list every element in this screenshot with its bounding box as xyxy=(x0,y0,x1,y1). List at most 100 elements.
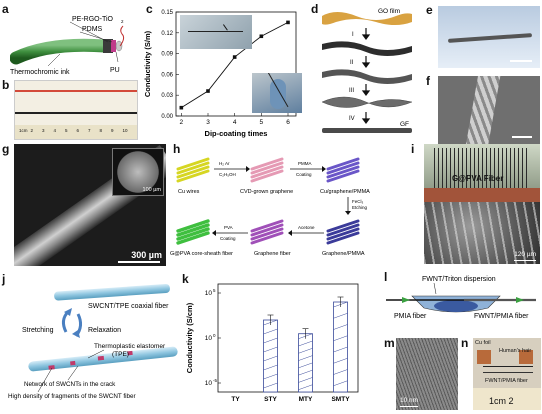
panel-k-bar xyxy=(298,333,313,393)
panel-c-ytick-label: 0.00 xyxy=(161,114,173,120)
panel-h-gf: Graphene fiber xyxy=(254,251,291,257)
panel-h-gpva: G@PVA core-sheath fiber xyxy=(170,251,233,257)
panel-k-letter: k xyxy=(182,272,189,286)
panel-h-arrow3-l1: FeCl₃ xyxy=(352,199,364,204)
panel-k-bar xyxy=(263,319,278,393)
panel-k-ytick-base: 10 xyxy=(205,290,213,297)
panel-k-bar-hatch xyxy=(298,362,313,369)
panel-n-letter: n xyxy=(461,336,469,350)
panel-h-arrow4: Acetone xyxy=(298,225,315,230)
panel-b-ruler-tick: 4 xyxy=(53,128,57,133)
panel-h-arrow2-top: PMMA xyxy=(298,161,312,166)
panel-c-xlabel: Dip-coating times xyxy=(205,129,268,138)
panel-m-letter: m xyxy=(384,336,395,350)
panel-b-ruler: 1cm 2 3 4 5 6 7 8 9 10 xyxy=(19,127,135,137)
panel-d-step-1: I xyxy=(352,32,354,38)
panel-f-photo xyxy=(438,76,540,144)
panel-k-ytick-exp: -5 xyxy=(213,378,217,383)
panel-k-bar-hatch xyxy=(333,346,348,353)
panel-i-fiber-label: G@PVA Fiber xyxy=(452,174,504,183)
panel-d-bottom-label: GF xyxy=(400,121,409,128)
panel-c-ytick-label: 0.15 xyxy=(161,10,173,16)
panel-b-ruler-tick: 3 xyxy=(42,128,45,133)
panel-h-cvd: CVD-grown graphene xyxy=(240,189,293,195)
panel-a-label-pe-sub: 2 xyxy=(121,19,124,24)
panel-h-arrow2-bot: Coating xyxy=(296,172,312,177)
panel-n-cufoil: Cu foil xyxy=(475,340,491,346)
panel-d-step-4: IV xyxy=(349,116,355,122)
panel-j-schematic: SWCNT/TPE coaxial fiber Stretching Relax… xyxy=(8,283,178,400)
panel-b-letter: b xyxy=(2,78,10,92)
panel-b-ruler-tick: 10 xyxy=(122,128,128,133)
panel-g-inset: 100 µm xyxy=(112,148,164,196)
panel-h-letter: h xyxy=(173,142,181,156)
panel-j-fragments: High density of fragments of the SWCNT f… xyxy=(8,393,136,400)
panel-k-bar-hatch xyxy=(263,346,278,353)
panel-c-ytick-label: 0.03 xyxy=(161,93,173,99)
panel-h-cgp: Cu/graphene/PMMA xyxy=(320,189,370,195)
panel-c-point xyxy=(259,34,264,39)
panel-b-ruler-tick: 7 xyxy=(88,128,91,133)
panel-c-ylabel: Conductivity (S/m) xyxy=(143,30,152,97)
panel-e-photo xyxy=(438,6,540,68)
panel-k-ytick-exp: 0 xyxy=(213,333,216,338)
panel-k-bar-hatch xyxy=(333,369,348,375)
panel-g-letter: g xyxy=(2,142,10,156)
panel-j-letter: j xyxy=(2,272,6,286)
panel-c-point xyxy=(206,89,210,93)
panel-j-stretching: Stretching xyxy=(22,327,54,334)
panel-a-letter: a xyxy=(2,2,9,16)
panel-k-bar-hatch xyxy=(333,358,348,364)
panel-j-tpe2: (TPE) xyxy=(112,351,129,358)
panel-b-photo: 1cm 2 3 4 5 6 7 8 9 10 xyxy=(14,80,138,140)
panel-n-hair: Human's hair xyxy=(499,348,532,354)
panel-k-bar-hatch xyxy=(298,355,313,361)
panel-a-label-ink: Thermochromic ink xyxy=(10,69,70,76)
panel-h-schematic: Cu wires CVD-grown graphene Cu/graphene/… xyxy=(170,157,370,257)
panel-i-scale: 120 µm xyxy=(514,251,536,258)
panel-h-arrow5-top: PVA xyxy=(224,225,233,230)
panel-l-dispersion: FWNT/Triton dispersion xyxy=(422,276,496,283)
panel-c-ytick-label: 0.06 xyxy=(161,72,173,78)
panel-g-inset-scale: 100 µm xyxy=(142,187,161,193)
panel-b-ruler-tick: 2 xyxy=(30,128,34,133)
panel-i-sem: 120 µm xyxy=(424,202,540,264)
panel-k-bar-hatch xyxy=(263,328,278,335)
panel-k-category-label: STY xyxy=(264,396,277,403)
panel-l-fwnt-pmia: FWNT/PMIA fiber xyxy=(474,313,529,320)
panel-n-photo: Cu foil Human's hair FWNT/PMIA fiber 1cm… xyxy=(473,338,541,410)
panel-k-category-label: TY xyxy=(231,396,240,403)
panel-k-bar-hatch xyxy=(333,324,348,330)
panel-l-letter: l xyxy=(384,270,388,284)
panel-d-letter: d xyxy=(311,2,319,16)
panel-k-bar-hatch xyxy=(263,364,278,371)
panel-f-letter: f xyxy=(426,74,430,88)
panel-d-step-2: II xyxy=(350,60,354,66)
panel-c-xtick-label: 2 xyxy=(180,119,184,126)
panel-k-bar-hatch xyxy=(333,335,348,341)
panel-c-letter: c xyxy=(146,2,153,16)
panel-c-point xyxy=(286,20,290,25)
panel-k-bar-hatch xyxy=(298,377,313,383)
panel-d-top-label: GO film xyxy=(378,8,400,15)
panel-k-ytick-exp: 5 xyxy=(213,288,216,293)
panel-b-ruler-tick: 1cm xyxy=(19,128,28,133)
panel-k-bar-hatch xyxy=(298,384,313,390)
panel-c-ytick-label: 0.09 xyxy=(161,52,173,58)
panel-j-tpe1: Thermoplastic elastomer xyxy=(94,343,166,350)
panel-b-ruler-tick: 5 xyxy=(65,128,68,133)
panel-k-bar-hatch xyxy=(263,337,278,344)
panel-i-letter: i xyxy=(411,142,415,156)
panel-h-arrow5-bot: Coating xyxy=(220,236,236,241)
panel-c-xtick-label: 4 xyxy=(233,119,237,126)
panel-c-chart: 0.00 0.03 0.06 0.09 0.12 0.15 2 3 4 5 6 Dip-coating… xyxy=(143,10,297,138)
panel-c-point xyxy=(232,55,237,59)
panel-d-schematic: GO film I II III IV GF xyxy=(321,8,413,133)
panel-c-plot-frame xyxy=(175,11,297,117)
panel-n-fiber: FWNT/PMIA fiber xyxy=(485,378,528,384)
panel-b-ruler-tick: 9 xyxy=(111,128,114,133)
panel-h-arrow1-top: H₂ Ar xyxy=(219,161,230,166)
panel-c-xtick-label: 5 xyxy=(260,119,264,126)
panel-k-bar-hatch xyxy=(298,340,313,347)
